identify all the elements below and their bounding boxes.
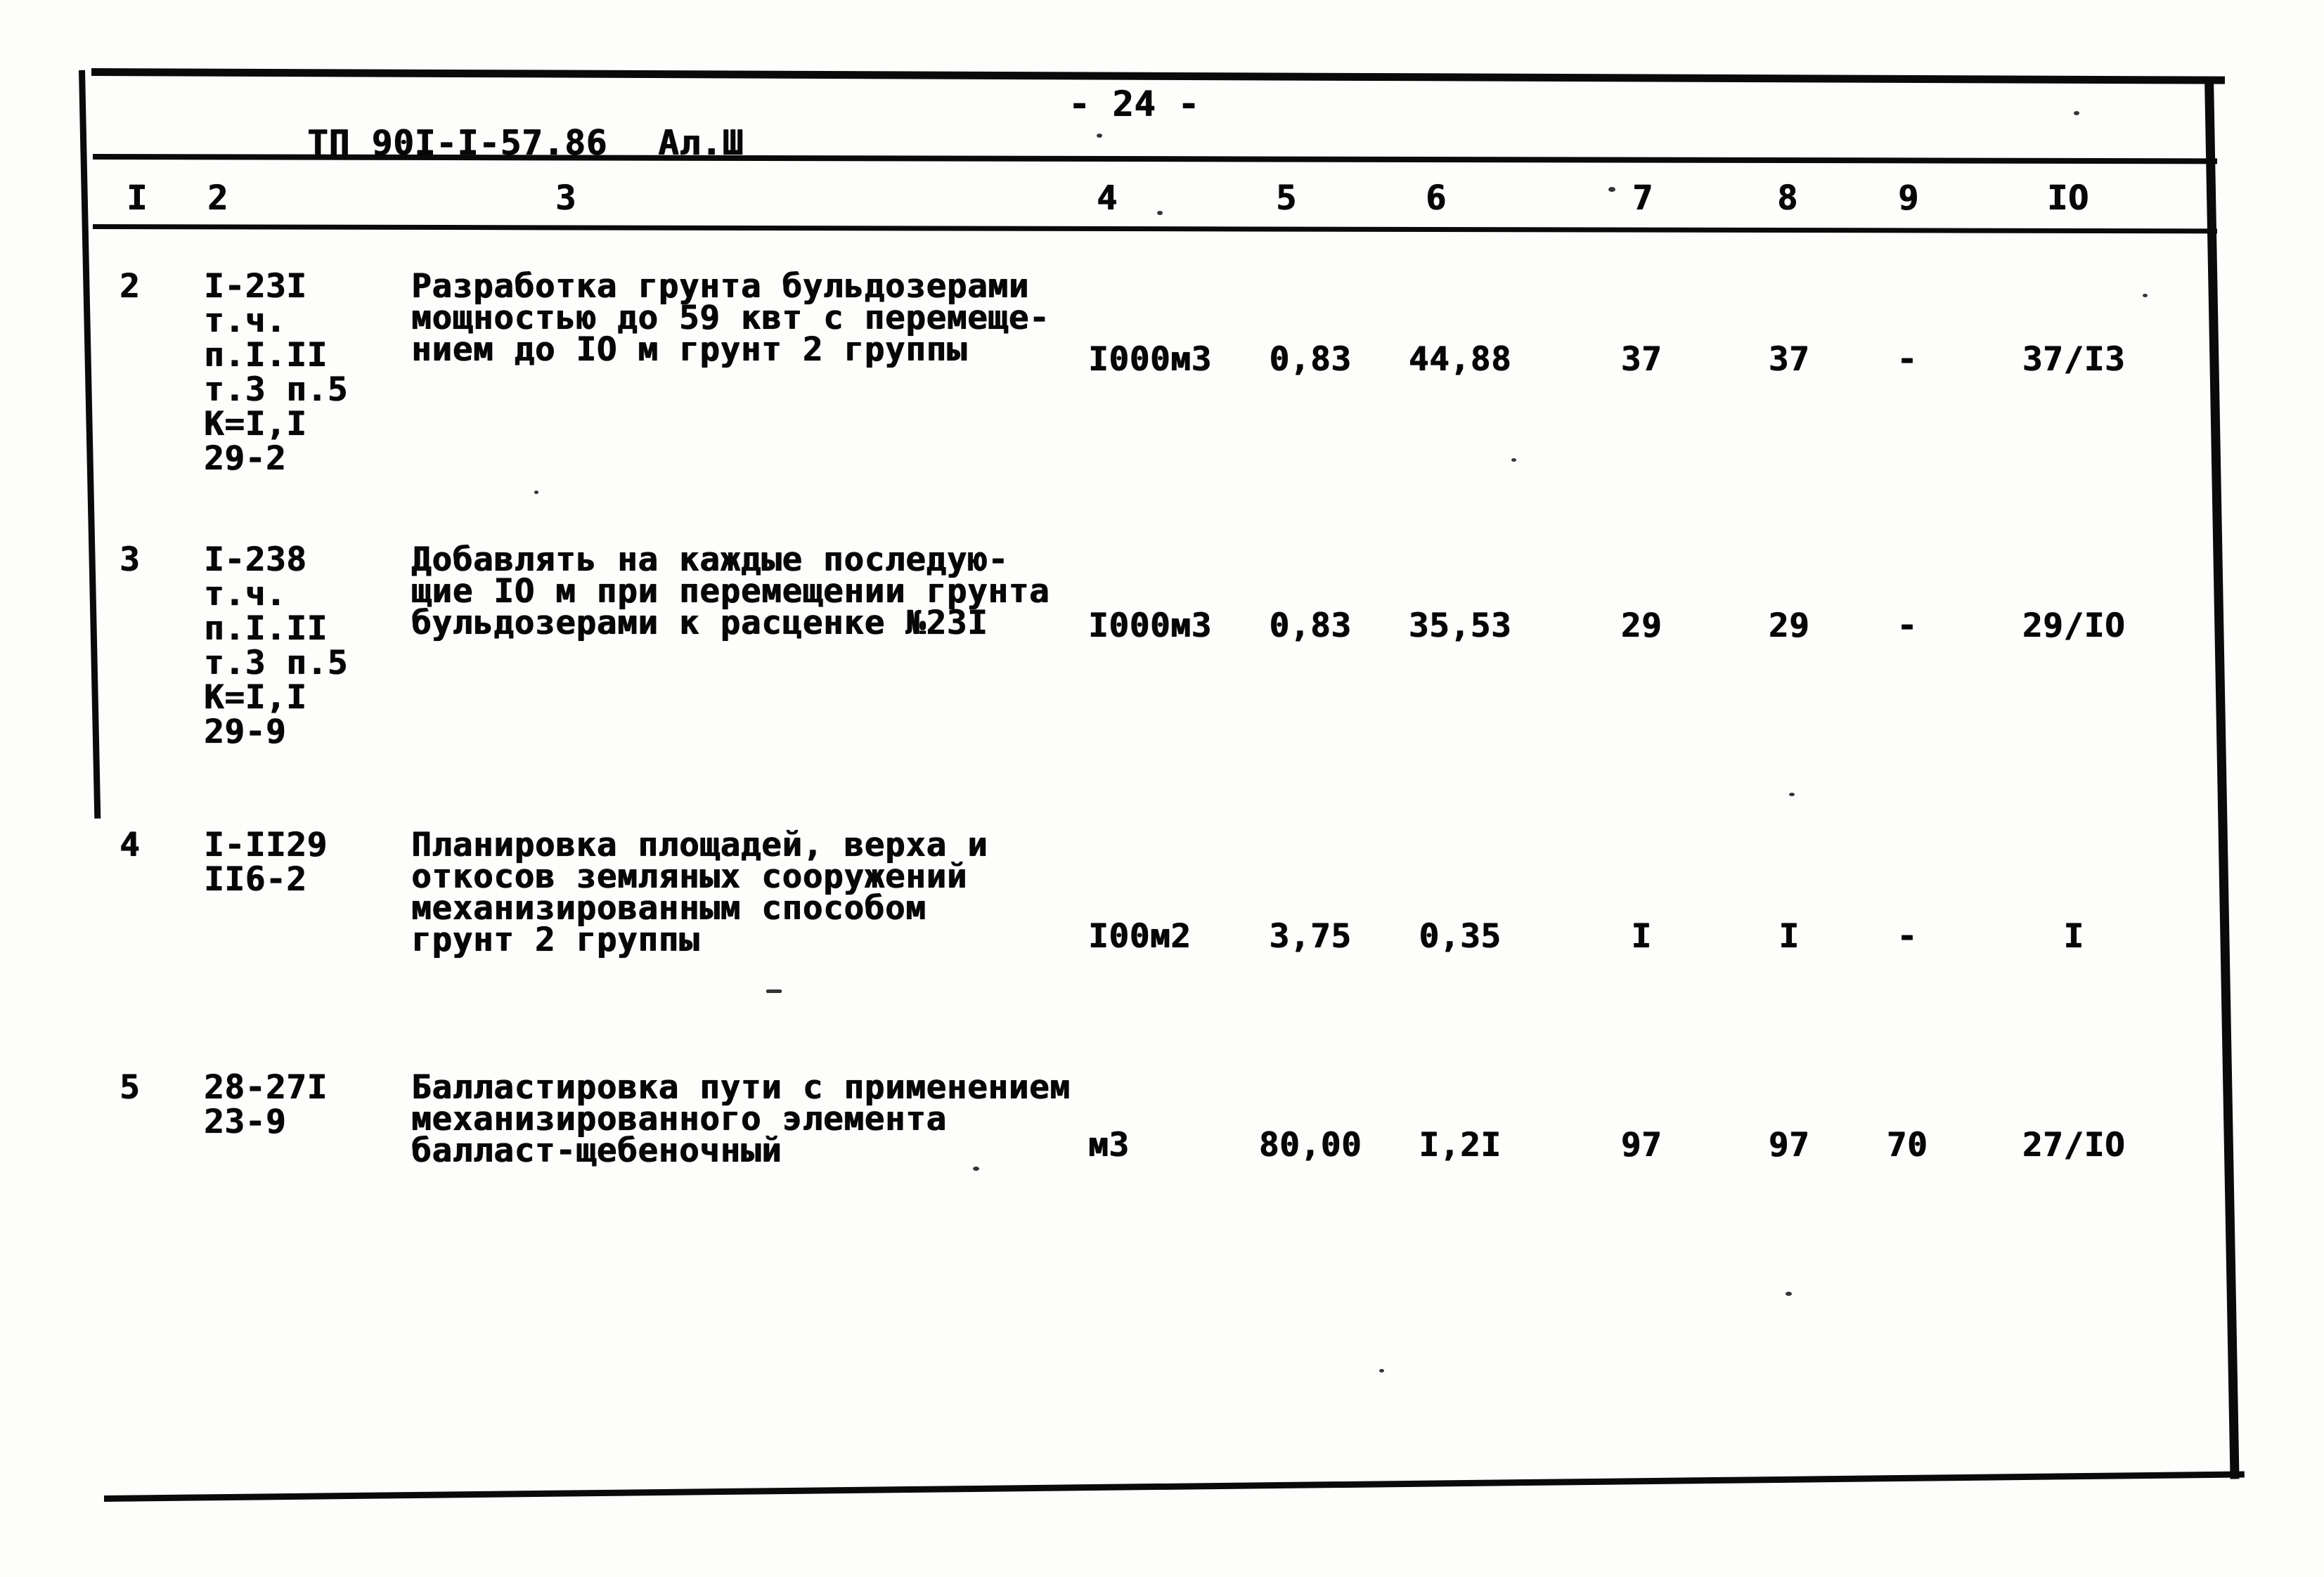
row-value-col8: 37 — [1768, 340, 1810, 379]
row-description-line: откосов земляных сооружений — [411, 857, 968, 896]
column-header-9: 9 — [1898, 179, 1919, 218]
row-basis-line: 29-9 — [204, 713, 287, 751]
scan-speck — [1097, 134, 1102, 138]
row-basis-line: т.3 п.5 — [204, 370, 349, 409]
row-basis-line: п.I.II — [204, 609, 328, 648]
row-value-col8: I — [1778, 917, 1800, 956]
row-basis-line: К=I,I — [204, 678, 307, 717]
scan-speck — [1157, 211, 1163, 215]
row-value-col5: 3,75 — [1269, 917, 1352, 956]
row-number: 2 — [120, 267, 141, 306]
row-number: 4 — [120, 826, 141, 864]
row-basis-line: I-238 — [204, 540, 307, 579]
row-basis-line: 29-2 — [204, 439, 287, 478]
scan-speck — [973, 1167, 979, 1171]
row-basis-line: К=I,I — [204, 405, 307, 443]
row-value-col9: 70 — [1886, 1126, 1928, 1164]
row-value-col10: I — [2063, 917, 2084, 956]
row-value-col9: - — [1897, 606, 1918, 645]
document-code-line: ТП 90I-I-57.86 Ал.Ш — [221, 91, 744, 195]
scan-speck — [1789, 793, 1795, 796]
row-value-col6: I,2I — [1419, 1126, 1502, 1164]
row-value-col6: 0,35 — [1419, 917, 1502, 956]
row-unit: I00м2 — [1088, 917, 1192, 956]
row-value-col6: 44,88 — [1408, 340, 1512, 379]
table-border-right — [2204, 77, 2240, 1479]
row-basis-line: т.3 п.5 — [204, 644, 349, 682]
row-description-line: Планировка площадей, верха и — [411, 826, 988, 864]
row-description-line: механизированным способом — [411, 889, 927, 928]
row-value-col7: 29 — [1620, 606, 1663, 645]
row-number: 5 — [120, 1068, 141, 1107]
scan-speck — [534, 491, 538, 494]
row-basis-line: т.ч. — [204, 301, 287, 340]
column-header-7: 7 — [1632, 179, 1653, 218]
row-description-line: грунт 2 группы — [411, 921, 700, 959]
column-header-1: I — [127, 179, 148, 218]
row-description-line: щие IO м при перемещении грунта — [411, 572, 1050, 611]
row-value-col9: - — [1897, 340, 1918, 379]
row-value-col7: I — [1631, 917, 1652, 956]
row-value-col5: 80,00 — [1258, 1126, 1362, 1164]
scan-speck — [1379, 1369, 1384, 1372]
table-border-top — [91, 68, 2225, 84]
row-value-col7: 97 — [1620, 1126, 1663, 1164]
column-header-2: 2 — [207, 179, 228, 218]
row-value-col10: 27/IO — [2022, 1126, 2126, 1164]
row-basis-line: II6-2 — [204, 860, 307, 899]
row-basis-line: 23-9 — [204, 1103, 287, 1141]
row-value-col8: 97 — [1768, 1126, 1810, 1164]
scan-speck — [2074, 111, 2079, 115]
table-border-bottom — [103, 1471, 2245, 1502]
row-basis-line: т.ч. — [204, 575, 287, 614]
row-basis-line: I-23I — [204, 267, 307, 306]
row-basis-line: п.I.II — [204, 336, 328, 375]
column-header-3: 3 — [555, 179, 576, 218]
row-description-line: нием до IO м грунт 2 группы — [411, 330, 968, 369]
row-number: 3 — [120, 540, 141, 579]
page-number: - 24 - — [1069, 84, 1200, 124]
row-value-col9: - — [1897, 917, 1918, 956]
table-rule-under-column-numbers — [92, 224, 2218, 234]
row-description-line: Добавлять на каждые последую- — [411, 540, 1009, 579]
row-description-line: мощностью до 59 квт с перемеще- — [411, 299, 1050, 337]
table-border-left — [79, 70, 101, 819]
scan-speck — [1511, 458, 1516, 462]
row-basis-line: I-II29 — [204, 826, 328, 864]
row-description-line: балласт-щебеночный — [411, 1131, 782, 1170]
scan-speck — [1608, 187, 1615, 192]
document-code: ТП 90I-I-57.86 — [307, 123, 608, 163]
row-description-line: Балластировка пути с применением — [411, 1068, 1071, 1107]
row-value-col5: 0,83 — [1269, 340, 1352, 379]
row-unit: м3 — [1088, 1126, 1130, 1164]
row-description-line: механизированного элемента — [411, 1100, 947, 1138]
scan-speck — [2143, 294, 2148, 297]
row-value-col6: 35,53 — [1408, 606, 1512, 645]
column-header-8: 8 — [1777, 179, 1798, 218]
row-unit: I000м3 — [1088, 606, 1212, 645]
row-value-col10: 37/I3 — [2022, 340, 2126, 379]
column-header-6: 6 — [1426, 179, 1447, 218]
row-value-col5: 0,83 — [1269, 606, 1352, 645]
column-header-10: IO — [2047, 179, 2089, 218]
row-basis-line: 28-27I — [204, 1068, 328, 1107]
row-unit: I000м3 — [1088, 340, 1212, 379]
scan-speck — [766, 989, 782, 993]
row-value-col8: 29 — [1768, 606, 1810, 645]
document-album: Ал.Ш — [658, 123, 744, 163]
scan-speck — [1786, 1292, 1792, 1296]
column-header-5: 5 — [1276, 179, 1297, 218]
column-header-4: 4 — [1097, 179, 1118, 218]
row-value-col7: 37 — [1620, 340, 1663, 379]
row-description-line: Разработка грунта бульдозерами — [411, 267, 1029, 306]
row-description-line: бульдозерами к расценке №23I — [411, 604, 988, 642]
row-value-col10: 29/IO — [2022, 606, 2126, 645]
